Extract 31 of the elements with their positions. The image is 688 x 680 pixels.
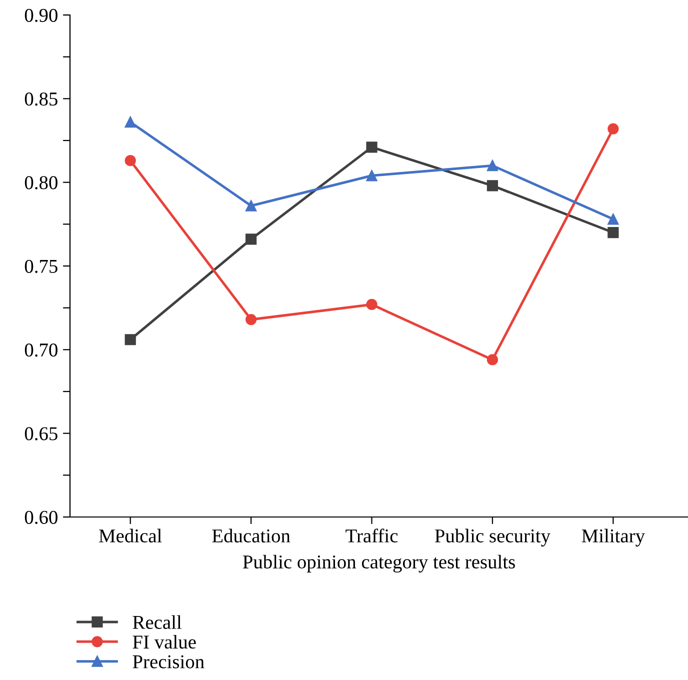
point xyxy=(486,160,498,172)
point xyxy=(608,123,619,134)
point xyxy=(246,314,257,326)
x-axis-title: Public opinion category test results xyxy=(242,554,515,573)
y-tick-label: 0.85 xyxy=(24,92,58,106)
point xyxy=(246,234,257,245)
point xyxy=(608,214,619,225)
point xyxy=(124,155,136,166)
y-tick-label: 0.80 xyxy=(24,176,58,190)
point xyxy=(366,298,378,310)
y-tick-label: 0.60 xyxy=(24,510,58,524)
point xyxy=(366,170,378,182)
x-tick-label: Public security xyxy=(434,528,550,546)
legend-label: Recall xyxy=(132,615,182,629)
point xyxy=(608,226,619,238)
point xyxy=(124,116,136,128)
y-tick-label: 0.75 xyxy=(24,260,58,274)
legend-label: Precision xyxy=(132,655,204,668)
y-tick-label: 0.70 xyxy=(24,343,58,357)
point xyxy=(486,354,498,366)
x-tick-label: Traffic xyxy=(346,528,398,542)
point xyxy=(366,142,378,153)
point xyxy=(246,200,257,212)
point xyxy=(124,334,136,346)
x-tick-label: Medical xyxy=(99,528,162,542)
y-tick-label: 0.90 xyxy=(24,8,58,22)
point xyxy=(486,180,498,192)
y-tick-label: 0.65 xyxy=(24,427,58,440)
legend-label: FI value xyxy=(132,634,196,649)
x-tick-label: Military xyxy=(582,528,645,546)
x-tick-label: Education xyxy=(212,528,290,542)
